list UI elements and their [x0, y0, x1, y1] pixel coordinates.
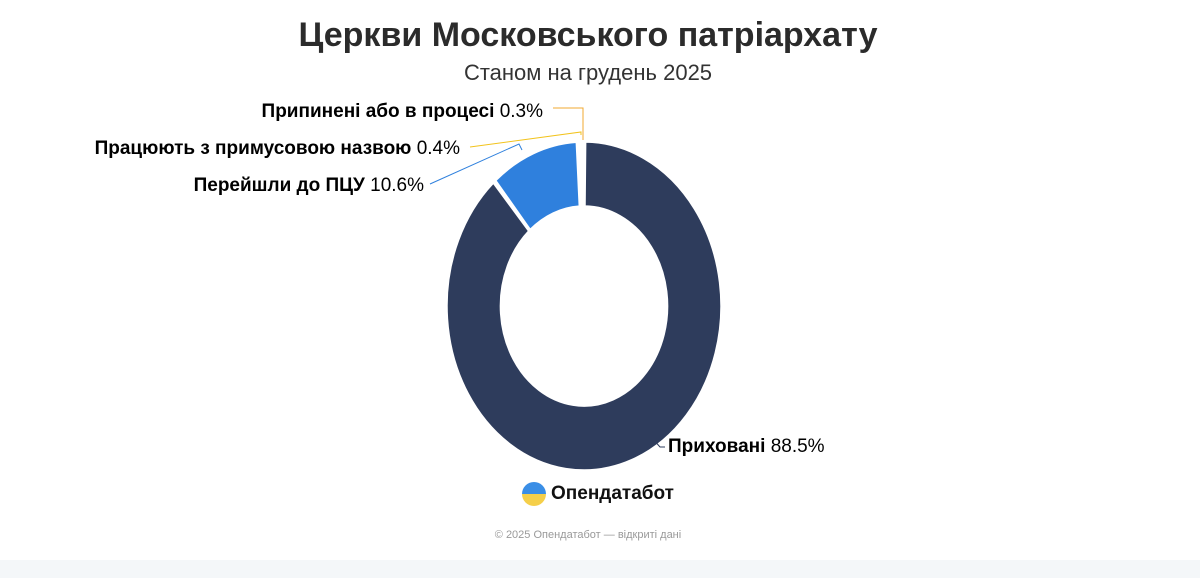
chart-subtitle: Станом на грудень 2025: [463, 60, 713, 85]
slice-value: 0.3%: [500, 101, 543, 122]
leader-line-2: [469, 131, 582, 148]
slice-2[interactable]: [578, 141, 583, 207]
leader-line-1: [429, 143, 523, 185]
opendatabot-logo-icon: [522, 482, 546, 506]
brand-logo[interactable]: Опендатабот: [522, 482, 674, 506]
slice-3[interactable]: [582, 141, 585, 207]
slice-1[interactable]: [495, 141, 581, 231]
slice-label-2: Працюють з примусовою назвою 0.4%: [95, 138, 461, 159]
slice-name: Перейшли до ПЦУ: [194, 175, 371, 196]
slice-label-1: Перейшли до ПЦУ 10.6%: [194, 175, 425, 196]
slice-name: Припинені або в процесі: [262, 101, 500, 122]
slice-value: 10.6%: [370, 175, 424, 196]
slice-value: 0.4%: [417, 138, 460, 159]
copyright: © 2025 Опендатабот — відкриті дані: [494, 529, 682, 541]
leader-line-0: [644, 429, 665, 448]
footer-bar: [0, 560, 1200, 578]
slice-value: 88.5%: [771, 436, 825, 457]
slice-0[interactable]: [446, 141, 722, 471]
slice-name: Приховані: [668, 436, 771, 457]
logo-text: Опендатабот: [551, 483, 674, 504]
slice-label-3: Припинені або в процесі 0.3%: [262, 101, 544, 122]
slice-name: Працюють з примусовою назвою: [95, 138, 417, 159]
leader-line-3: [553, 107, 584, 140]
chart-title: Церкви Московського патріархату: [298, 16, 878, 54]
slice-label-0: Приховані 88.5%: [668, 436, 825, 457]
